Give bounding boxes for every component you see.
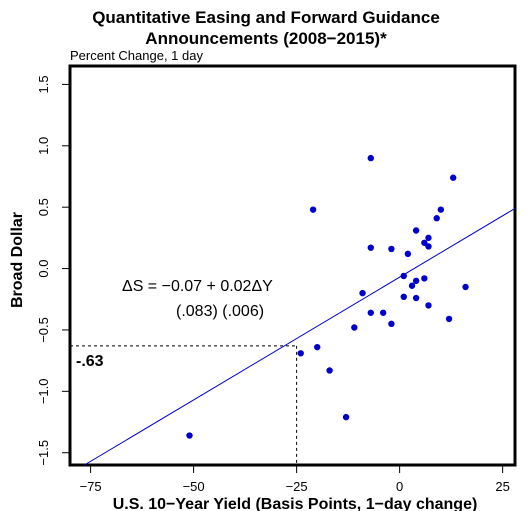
data-point (367, 309, 374, 316)
reference-value-label: -.63 (76, 353, 104, 370)
y-tick-label: −1.5 (36, 440, 51, 466)
data-point (351, 324, 358, 331)
data-point (309, 206, 317, 213)
data-point (342, 413, 350, 421)
data-point (359, 289, 366, 297)
x-tick-label: −75 (80, 479, 102, 494)
regression-standard-errors: (.083) (.006) (176, 303, 264, 320)
y-tick-label: −0.5 (36, 317, 51, 343)
data-point (404, 250, 412, 258)
chart-subtitle: Percent Change, 1 day (70, 48, 203, 63)
data-point (326, 367, 333, 374)
y-tick-label: −1.0 (36, 379, 51, 405)
regression-equation: ΔS = −0.07 + 0.02ΔY (122, 278, 273, 295)
data-point (388, 320, 395, 328)
x-tick-label: 25 (495, 479, 509, 494)
x-axis-title: U.S. 10−Year Yield (Basis Points, 1−day … (113, 496, 478, 511)
y-tick-label: 0.5 (36, 198, 51, 216)
data-point (425, 234, 432, 242)
data-point (449, 174, 457, 181)
data-point (379, 309, 387, 316)
chart-title-line1: Quantitative Easing and Forward Guidance (92, 8, 440, 27)
x-tick-label: −50 (183, 479, 205, 494)
data-point (425, 302, 432, 309)
data-point (297, 350, 304, 357)
data-point (408, 282, 416, 289)
data-point (314, 343, 321, 351)
x-tick-label: 0 (396, 479, 403, 494)
plot-frame (68, 64, 517, 467)
data-point (425, 243, 432, 250)
data-point (421, 275, 428, 282)
data-point (388, 245, 395, 253)
regression-line (84, 207, 516, 466)
y-tick-label: 0.0 (36, 260, 51, 278)
data-point (462, 283, 469, 291)
data-point (367, 244, 374, 251)
data-point (400, 293, 407, 301)
data-point (412, 294, 420, 302)
y-axis-title: Broad Dollar (9, 212, 26, 308)
data-point (400, 272, 407, 280)
data-point (186, 432, 193, 439)
y-tick-label: 1.5 (36, 75, 51, 93)
data-point (412, 227, 420, 234)
data-point (367, 154, 374, 162)
data-point (421, 239, 428, 246)
data-point (445, 315, 453, 323)
data-point (412, 277, 420, 285)
data-point (437, 206, 445, 213)
chart-title-line2: Announcements (2008−2015)* (145, 29, 387, 48)
x-tick-label: −25 (286, 479, 308, 494)
y-tick-label: 1.0 (36, 137, 51, 155)
data-point (433, 215, 440, 222)
